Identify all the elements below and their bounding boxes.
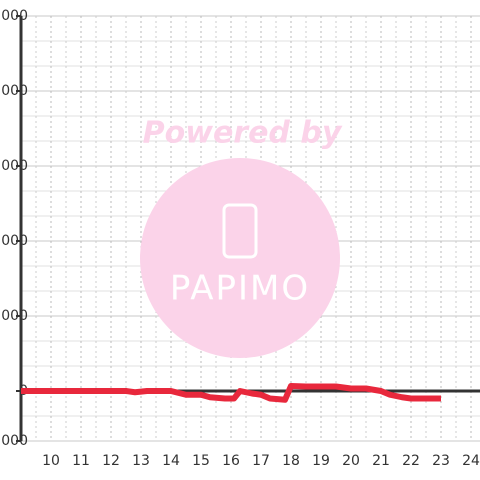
x-tick-label: 12 [102, 453, 120, 469]
x-tick-label: 22 [402, 453, 420, 469]
x-tick-label: 23 [432, 453, 450, 469]
watermark-text: Powered by [143, 116, 343, 151]
x-tick-label: 18 [282, 453, 300, 469]
x-tick-label: 10 [42, 453, 60, 469]
x-tick-label: 16 [222, 453, 240, 469]
x-tick-label: 19 [312, 453, 330, 469]
x-tick-label: 17 [252, 453, 270, 469]
x-tick-label: 13 [132, 453, 150, 469]
y-tick-label: 60,000 [0, 233, 28, 249]
y-tick-label: 90,000 [0, 158, 28, 174]
x-tick-label: 20 [342, 453, 360, 469]
y-tick-label: 120,000 [0, 83, 28, 99]
x-tick-label: 14 [162, 453, 180, 469]
x-tick-label: 11 [72, 453, 90, 469]
y-tick-label: 150,000 [0, 8, 28, 24]
y-tick-label: -20,000 [0, 433, 28, 449]
y-tick-label: 30,000 [0, 308, 28, 324]
x-tick-label: 15 [192, 453, 210, 469]
line-series [21, 383, 441, 403]
x-tick-label: 24 [462, 453, 480, 469]
x-tick-label: 21 [372, 453, 390, 469]
watermark-logo: PAPIMO [170, 269, 310, 309]
watermark-icon [222, 203, 258, 259]
